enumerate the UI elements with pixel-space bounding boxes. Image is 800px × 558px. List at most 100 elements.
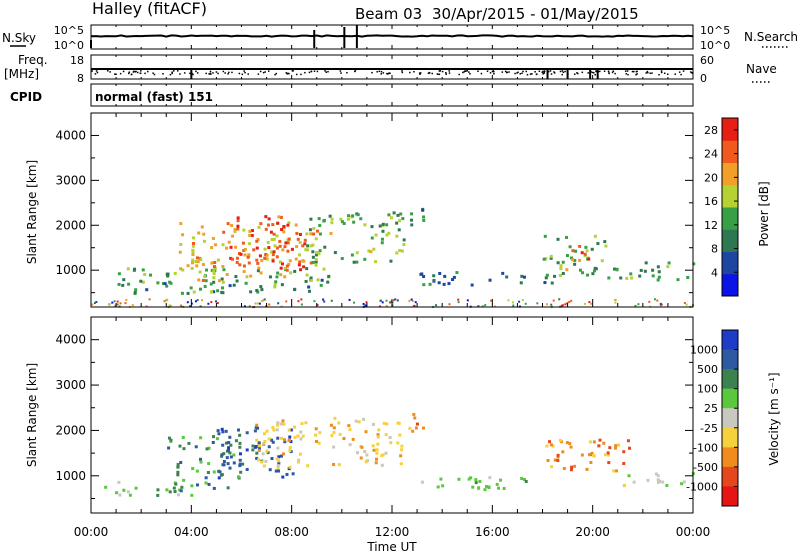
power-cell	[625, 276, 629, 280]
velocity-cell	[356, 451, 360, 455]
nave-dot	[140, 70, 142, 72]
velocity-cell	[281, 452, 285, 456]
nave-dot	[354, 70, 356, 73]
velocity-cell	[398, 433, 402, 437]
power-cell	[565, 268, 569, 272]
power-cell	[581, 271, 585, 275]
velocity-cell	[359, 456, 363, 460]
velocity-cell	[436, 485, 440, 489]
power-cell	[643, 269, 647, 273]
power-cell	[286, 241, 290, 245]
ground-cell	[457, 298, 460, 301]
velocity-cell	[389, 441, 393, 445]
power-cell	[578, 268, 582, 272]
power-cell	[250, 229, 254, 233]
cpid-label: CPID	[10, 90, 42, 104]
power-cell	[134, 288, 138, 292]
nave-dot	[543, 71, 546, 74]
velocity-cell	[227, 446, 231, 450]
velocity-cell	[646, 478, 650, 482]
ground-cell	[385, 299, 388, 302]
nsky-label: N.Sky	[2, 31, 36, 45]
power-cell	[179, 242, 183, 246]
freq-tick-top: 18	[70, 54, 84, 67]
power-cell	[195, 256, 199, 260]
ground-cell	[348, 298, 351, 301]
velocity-colorbar-step	[722, 408, 738, 429]
power-cell	[369, 250, 373, 254]
velocity-cell	[199, 457, 203, 461]
velocity-cell	[304, 421, 308, 425]
nave-dot	[308, 71, 311, 74]
velocity-cell	[228, 451, 232, 455]
power-cell	[455, 271, 459, 275]
power-cell	[397, 228, 401, 232]
power-cell	[314, 237, 318, 241]
power-cell	[586, 273, 590, 277]
power-cell	[272, 237, 276, 241]
nave-dot	[212, 72, 214, 74]
velocity-cell	[236, 475, 240, 479]
velocity-cell	[245, 448, 249, 452]
power-cell	[311, 243, 315, 247]
ground-cell	[93, 302, 96, 305]
nave-dot	[624, 70, 627, 72]
power-cell	[447, 282, 451, 286]
ground-cell	[683, 301, 686, 304]
velocity-cell	[384, 433, 388, 437]
velocity-cell	[195, 469, 199, 473]
velocity-cell	[257, 458, 261, 462]
velocity-cell	[220, 427, 224, 431]
nave-dot	[516, 72, 518, 74]
velocity-colorbar-step	[722, 349, 738, 370]
velocity-cell	[441, 484, 445, 488]
ground-cell	[285, 300, 288, 303]
velocity-cell	[297, 458, 301, 462]
ground-cell	[614, 301, 617, 304]
power-cell	[297, 263, 301, 267]
nave-dot	[593, 72, 595, 74]
velocity-cell	[487, 485, 491, 489]
ground-cell	[180, 304, 183, 307]
power-cell	[350, 253, 354, 257]
velocity-cell	[612, 469, 616, 473]
power-cell	[280, 228, 284, 232]
velocity-cell	[118, 493, 122, 497]
ground-cell	[166, 298, 169, 301]
velocity-cell	[229, 443, 233, 447]
power-cell	[309, 276, 313, 280]
nave-dot	[458, 73, 460, 76]
power-cell	[200, 225, 204, 229]
power-cell	[428, 282, 432, 286]
power-cell	[191, 244, 195, 248]
freq-label: Freq.	[18, 53, 48, 67]
nave-dot	[136, 71, 139, 74]
velocity-cell	[314, 427, 318, 431]
velocity-cells	[104, 412, 695, 497]
ground-cell	[248, 305, 251, 308]
power-cell	[249, 290, 253, 294]
nave-label: Nave	[746, 62, 777, 76]
power-cell	[319, 283, 323, 287]
power-cell	[149, 273, 153, 277]
nave-dot	[428, 71, 431, 74]
power-cell	[214, 243, 218, 247]
nave-dot	[171, 71, 173, 74]
ground-cell	[91, 303, 94, 306]
power-cell	[277, 215, 281, 219]
power-cell	[370, 225, 374, 229]
power-cell	[266, 223, 270, 227]
power-cell	[356, 213, 360, 217]
power-colorbar-step	[722, 229, 738, 252]
power-cell	[398, 219, 402, 223]
velocity-cell	[545, 444, 549, 448]
velocity-cell	[347, 424, 351, 428]
power-cell	[329, 231, 333, 235]
power-cell	[133, 290, 137, 294]
power-cell	[275, 246, 279, 250]
nave-dot	[327, 70, 329, 73]
velocity-cell	[270, 457, 274, 461]
velocity-cell	[415, 422, 419, 426]
power-cell	[443, 274, 447, 278]
